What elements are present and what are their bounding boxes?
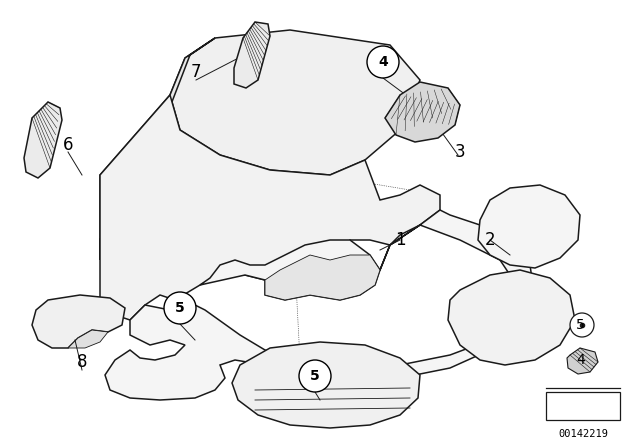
Polygon shape	[68, 330, 108, 348]
Polygon shape	[170, 30, 420, 175]
Bar	[546, 392, 620, 420]
Text: 00142219: 00142219	[558, 429, 608, 439]
Text: 5: 5	[576, 318, 585, 332]
Circle shape	[299, 360, 331, 392]
Circle shape	[164, 292, 196, 324]
Circle shape	[367, 46, 399, 78]
Text: 7: 7	[191, 63, 201, 81]
Text: 2: 2	[484, 231, 495, 249]
Polygon shape	[24, 102, 62, 178]
Polygon shape	[232, 342, 420, 428]
Polygon shape	[105, 210, 535, 400]
Polygon shape	[478, 185, 580, 268]
Polygon shape	[265, 255, 380, 300]
Text: 6: 6	[63, 136, 73, 154]
Text: 3: 3	[454, 143, 465, 161]
Text: 4: 4	[378, 55, 388, 69]
Polygon shape	[32, 295, 125, 348]
Polygon shape	[385, 82, 460, 142]
Polygon shape	[567, 348, 598, 374]
Text: 4: 4	[576, 353, 585, 367]
Polygon shape	[100, 95, 440, 320]
Text: 1: 1	[395, 231, 405, 249]
Text: 5: 5	[175, 301, 185, 315]
Text: 8: 8	[77, 353, 87, 371]
Polygon shape	[100, 38, 215, 260]
Polygon shape	[234, 22, 270, 88]
Polygon shape	[448, 270, 575, 365]
Text: 5: 5	[310, 369, 320, 383]
Circle shape	[570, 313, 594, 337]
